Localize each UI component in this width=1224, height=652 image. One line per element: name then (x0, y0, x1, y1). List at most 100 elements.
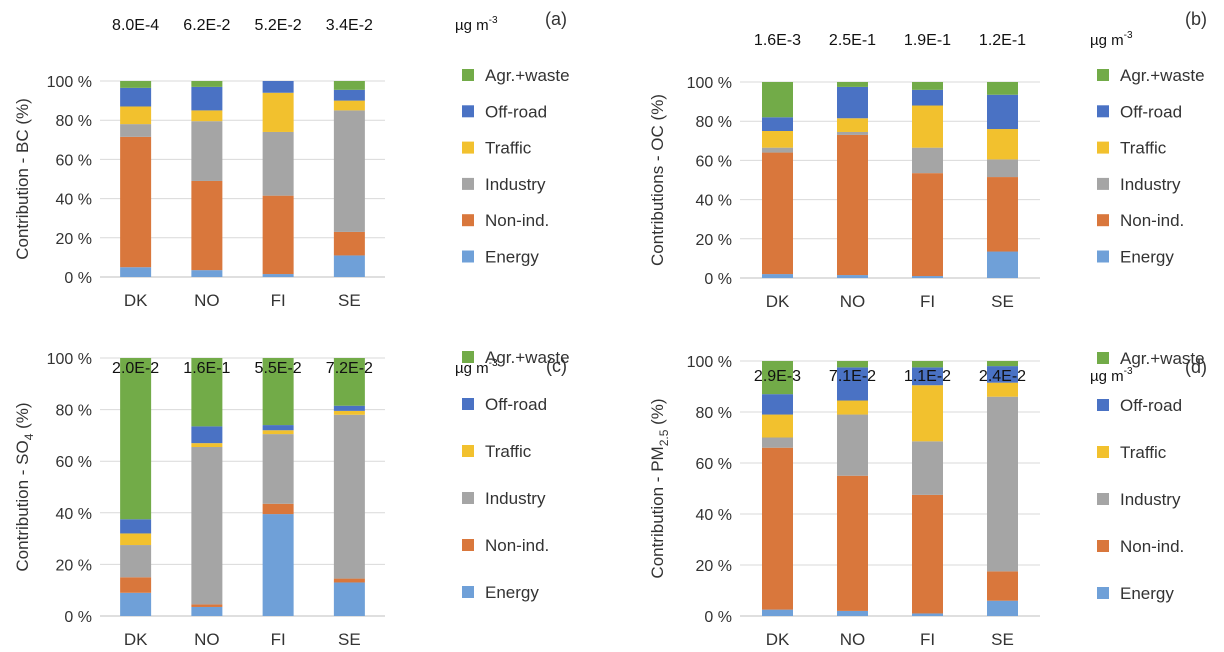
bar-se-off-road (987, 94, 1018, 130)
legend-swatch (1097, 214, 1109, 227)
bar-dk-energy (762, 274, 793, 278)
chart-panel-a: 0 % 20 % 40 % 60 % 80 % 100 % DK 8.0E-4 NO 6.2E-2… (13, 9, 570, 310)
y-axis-title: Contribution - BC (%) (13, 98, 32, 260)
legend-swatch (462, 445, 474, 457)
bar-fi-off-road (912, 367, 943, 386)
total-value-label: 2.4E-2 (979, 368, 1026, 385)
bar-dk-agr-waste (762, 361, 793, 395)
bar-dk-non-ind- (762, 447, 793, 610)
legend-swatch (1097, 141, 1109, 154)
legend-swatch (462, 214, 474, 227)
legend-label: Traffic (485, 442, 532, 461)
bar-se-off-road (333, 405, 365, 411)
legend-swatch (1097, 587, 1109, 599)
panel-label: (c) (546, 356, 567, 376)
bar-no-industry (837, 131, 868, 135)
bar-no-agr-waste (837, 82, 868, 87)
legend-label: Off-road (1120, 396, 1182, 415)
y-tick-label: 0 % (704, 271, 732, 288)
bar-se-off-road (987, 366, 1018, 383)
y-tick-label: 0 % (64, 270, 92, 287)
bar-fi-energy (912, 613, 943, 616)
bar-dk-traffic (120, 533, 152, 546)
total-value-label: 7.2E-2 (326, 360, 373, 377)
total-value-label: 3.4E-2 (326, 17, 373, 34)
bar-no-off-road (837, 367, 868, 401)
x-tick-label: DK (124, 630, 148, 649)
bar-dk-energy (120, 592, 152, 616)
y-tick-label: 40 % (696, 507, 732, 524)
bar-se-industry (333, 414, 365, 579)
x-tick-label: SE (991, 292, 1014, 311)
bar-se-agr-waste (987, 82, 1018, 95)
bar-no-non-ind- (837, 134, 868, 276)
y-tick-label: 60 % (696, 153, 732, 170)
bar-no-non-ind- (191, 180, 223, 271)
unit-label: µg m-3 (1090, 30, 1133, 49)
bar-no-energy (837, 275, 868, 278)
legend-label: Agr.+waste (1120, 349, 1205, 368)
total-value-label: 2.5E-1 (829, 32, 876, 49)
x-tick-label: FI (920, 292, 935, 311)
legend-swatch (1097, 105, 1109, 118)
bar-no-agr-waste (191, 358, 223, 427)
x-tick-label: NO (840, 630, 866, 649)
bar-se-agr-waste (333, 358, 365, 406)
total-value-label: 1.9E-1 (904, 32, 951, 49)
legend-label: Traffic (1120, 139, 1167, 158)
bar-fi-traffic (912, 105, 943, 148)
legend-label: Traffic (485, 139, 532, 158)
bar-se-energy (333, 582, 365, 616)
legend-swatch (462, 398, 474, 410)
bar-no-non-ind- (191, 604, 223, 607)
legend-swatch (1097, 177, 1109, 190)
bar-dk-off-road (120, 87, 152, 107)
bar-se-energy (333, 255, 365, 277)
legend-label: Energy (485, 248, 539, 267)
bar-fi-agr-waste (912, 361, 943, 368)
legend-label: Off-road (485, 102, 547, 121)
bar-fi-energy (912, 276, 943, 278)
total-value-label: 6.2E-2 (183, 17, 230, 34)
y-tick-label: 0 % (64, 609, 92, 626)
legend-swatch (1097, 446, 1109, 458)
unit-label: µg m-3 (455, 15, 498, 34)
y-tick-label: 100 % (47, 74, 92, 91)
y-tick-label: 80 % (56, 403, 92, 420)
legend-label: Agr.+waste (485, 348, 570, 367)
legend-swatch (462, 351, 474, 363)
legend-label: Industry (1120, 490, 1181, 509)
chart-panel-c: 0 % 20 % 40 % 60 % 80 % 100 % DK 2.0E-2 NO 1.6E-1… (13, 348, 570, 649)
bar-dk-non-ind- (762, 152, 793, 275)
y-tick-label: 100 % (687, 75, 732, 92)
legend-label: Agr.+waste (1120, 66, 1205, 85)
legend: Agr.+waste Off-road Traffic Industry Non-ind… (462, 66, 570, 267)
bar-dk-non-ind- (120, 136, 152, 268)
total-value-label: 1.2E-1 (979, 32, 1026, 49)
bar-dk-agr-waste (120, 358, 152, 520)
y-tick-label: 40 % (56, 506, 92, 523)
legend-label: Agr.+waste (485, 66, 570, 85)
bar-se-industry (987, 396, 1018, 572)
bar-dk-agr-waste (762, 82, 793, 118)
legend-label: Non-ind. (485, 211, 549, 230)
bar-no-industry (837, 414, 868, 476)
bar-se-traffic (987, 382, 1018, 397)
legend-swatch (462, 586, 474, 598)
legend-swatch (1097, 69, 1109, 81)
legend-label: Industry (1120, 175, 1181, 194)
bar-dk-industry (120, 545, 152, 578)
total-value-label: 1.1E-2 (904, 368, 951, 385)
y-tick-label: 40 % (56, 192, 92, 209)
bar-fi-industry (912, 441, 943, 495)
x-tick-label: SE (338, 630, 361, 649)
panel-label: (a) (545, 9, 567, 29)
panel-label: (b) (1185, 9, 1207, 29)
bar-no-energy (191, 270, 223, 277)
legend-label: Traffic (1120, 443, 1167, 462)
chart-panel-b: 0 % 20 % 40 % 60 % 80 % 100 % DK 1.6E-3 NO 2.5E-1… (648, 9, 1207, 311)
legend-swatch (1097, 352, 1109, 364)
legend: Agr.+waste Off-road Traffic Industry Non-ind… (1097, 349, 1205, 603)
legend-label: Non-ind. (1120, 211, 1184, 230)
x-tick-label: DK (766, 630, 790, 649)
